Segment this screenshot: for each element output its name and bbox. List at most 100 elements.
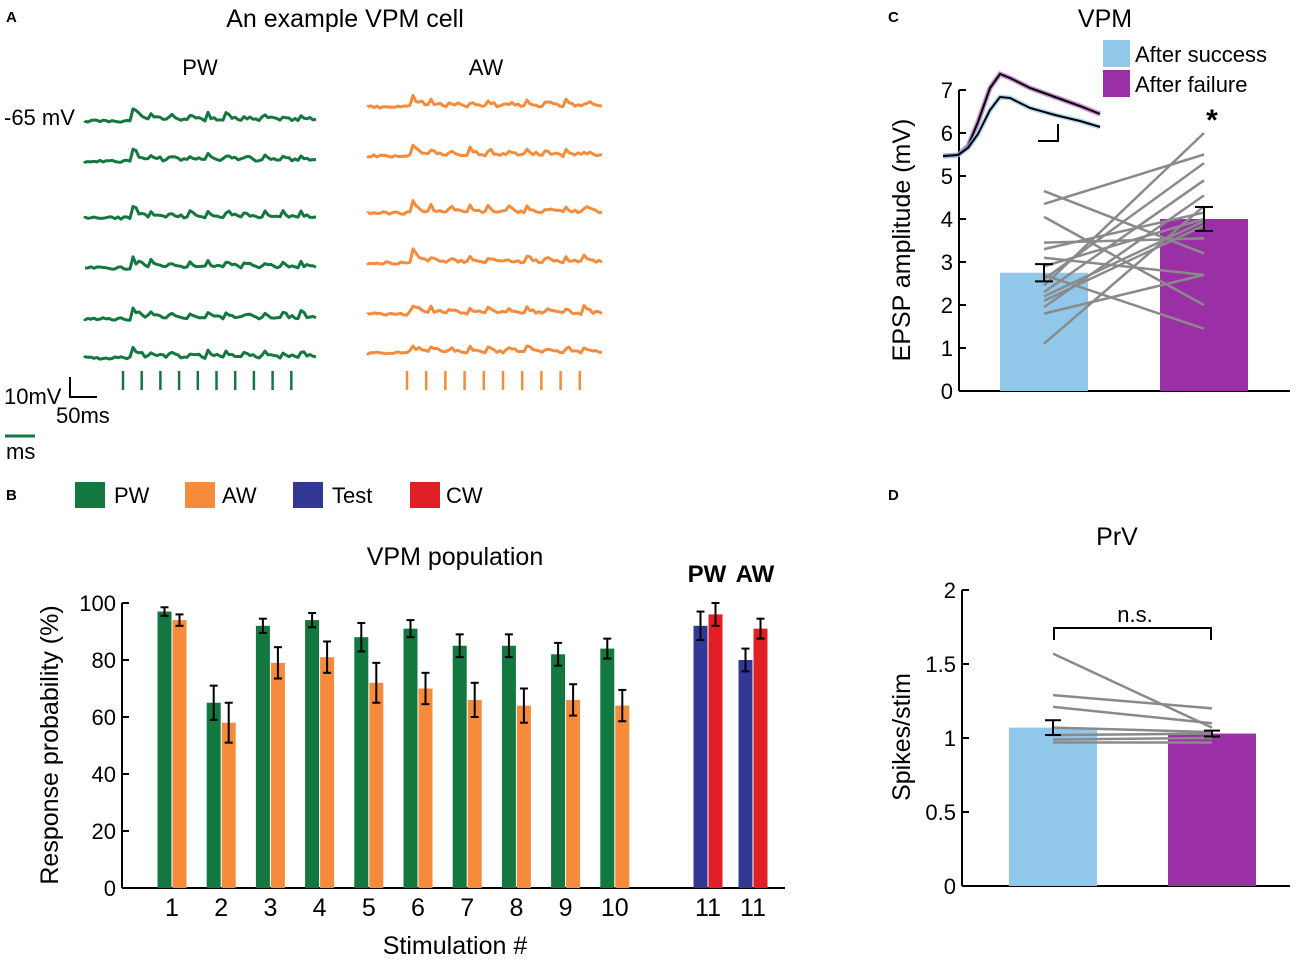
bar-pw (354, 637, 369, 888)
panel-b-legend: PW AW Test CW (75, 482, 483, 508)
legend-label-aw: AW (222, 483, 257, 508)
aw-trace (366, 247, 603, 266)
bar-test (693, 625, 708, 888)
scale-bar (69, 377, 97, 398)
x-tick-label: 9 (559, 894, 573, 922)
y-tick-label: 20 (92, 819, 116, 844)
paired-line (1052, 732, 1213, 737)
y-tick-label: 7 (941, 78, 953, 103)
pw-trace-label: PW (182, 55, 218, 80)
paired-line (1043, 153, 1205, 206)
bar-aw (516, 705, 531, 888)
aw-trace (366, 199, 603, 216)
x-tick-label: 11 (695, 894, 721, 922)
y-tick-label: 4 (941, 207, 953, 232)
x-tick-label: 10 (601, 894, 629, 922)
y-tick-label: 6 (941, 121, 953, 146)
y-tick-label: 0 (944, 874, 956, 899)
x-tick-label: 11 (740, 894, 766, 922)
chart-c-title: VPM (1078, 5, 1132, 33)
aw-trace (366, 304, 603, 317)
success-waveform (942, 95, 1101, 157)
y-tick-label: 2 (944, 578, 956, 603)
significance-label: n.s. (1117, 602, 1152, 627)
x-tick-label: 2 (214, 894, 228, 922)
bar-aw (418, 688, 433, 888)
stimulus-ticks (121, 371, 582, 390)
pw-trace (83, 147, 316, 164)
paired-line (1052, 726, 1213, 734)
legend-label-failure: After failure (1135, 72, 1248, 97)
legend-label-success: After success (1135, 42, 1267, 67)
paired-line (1043, 205, 1205, 345)
bar-cw (753, 628, 768, 888)
small-scale-label: ms (6, 439, 35, 464)
chart-d-ylabel: Spikes/stim (888, 673, 916, 801)
legend-swatch-cw (410, 482, 440, 508)
panel-a-letter: A (6, 9, 17, 26)
legend-swatch-failure (1103, 70, 1130, 97)
panel-c: C VPM EPSP amplitude (mV) 0 1 2 3 4 5 6 7 After… (888, 5, 1290, 404)
bar-after-success (1000, 272, 1088, 391)
y-tick-label: 1 (941, 336, 953, 361)
pw-trace (83, 345, 317, 361)
y-tick-label: 1 (944, 726, 956, 751)
panel-a-title: An example VPM cell (226, 5, 464, 33)
bar-cw (708, 614, 723, 888)
voltage-traces (83, 93, 603, 361)
pw-trace (83, 306, 317, 322)
y-tick-label: 1.5 (925, 652, 956, 677)
x-tick-label: 3 (263, 894, 277, 922)
bar-aw (369, 682, 384, 888)
chart-b-ylabel: Response probability (%) (36, 605, 64, 884)
paired-line (1043, 211, 1205, 251)
bar-aw (221, 722, 236, 888)
significance-star: * (1206, 104, 1218, 137)
y-tick-label: 3 (941, 250, 953, 275)
failure-waveform-band (942, 70, 1101, 159)
panel-d-letter: D (888, 487, 899, 504)
bar-pw (452, 645, 467, 888)
paired-line (1043, 273, 1205, 315)
y-tick-label: 0.5 (925, 800, 956, 825)
chart-b-xlabel: Stimulation # (383, 932, 528, 960)
bar-after-failure (1168, 733, 1256, 886)
aw-trace (366, 143, 603, 159)
chart-b-title: VPM population (367, 543, 544, 571)
pw-trace (83, 205, 317, 221)
x-tick-label: 5 (362, 894, 376, 922)
group-label-pw: PW (688, 561, 727, 588)
x-tick-label: 1 (165, 894, 179, 922)
panel-b: B PW AW Test CW VPM population PW AW 0 20… (6, 482, 785, 960)
paired-line (1043, 179, 1205, 294)
scale-bar-time: 50ms (56, 403, 110, 428)
y-tick-label: 60 (92, 705, 116, 730)
chart-c-legend: After success After failure (1103, 40, 1267, 97)
y-tick-label: 0 (941, 379, 953, 404)
chart-d-plot: 0 0.5 1 1.5 2 (925, 578, 1290, 899)
epsp-inset (942, 70, 1101, 159)
bar-test (738, 660, 753, 888)
bar-pw (551, 654, 566, 888)
y-tick-label: 40 (92, 762, 116, 787)
paired-line (1052, 705, 1213, 725)
bar-pw (305, 620, 320, 888)
legend-label-cw: CW (446, 483, 483, 508)
x-tick-label: 8 (509, 894, 523, 922)
bar-pw (501, 645, 516, 888)
bar-pw (157, 611, 172, 888)
pw-trace (83, 107, 317, 124)
paired-line (1052, 652, 1213, 729)
bar-aw (615, 705, 630, 888)
panel-b-letter: B (6, 487, 17, 504)
y-tick-label: 0 (104, 876, 116, 901)
y-tick-label: 80 (92, 648, 116, 673)
aw-trace (366, 93, 603, 110)
resting-voltage-label: -65 mV (4, 105, 75, 130)
bar-aw (270, 662, 285, 888)
aw-trace (366, 344, 603, 356)
legend-swatch-aw (185, 482, 215, 508)
bar-pw (255, 625, 270, 888)
panel-d: D PrV Spikes/stim 0 0.5 1 1.5 2 n.s. (888, 487, 1290, 899)
